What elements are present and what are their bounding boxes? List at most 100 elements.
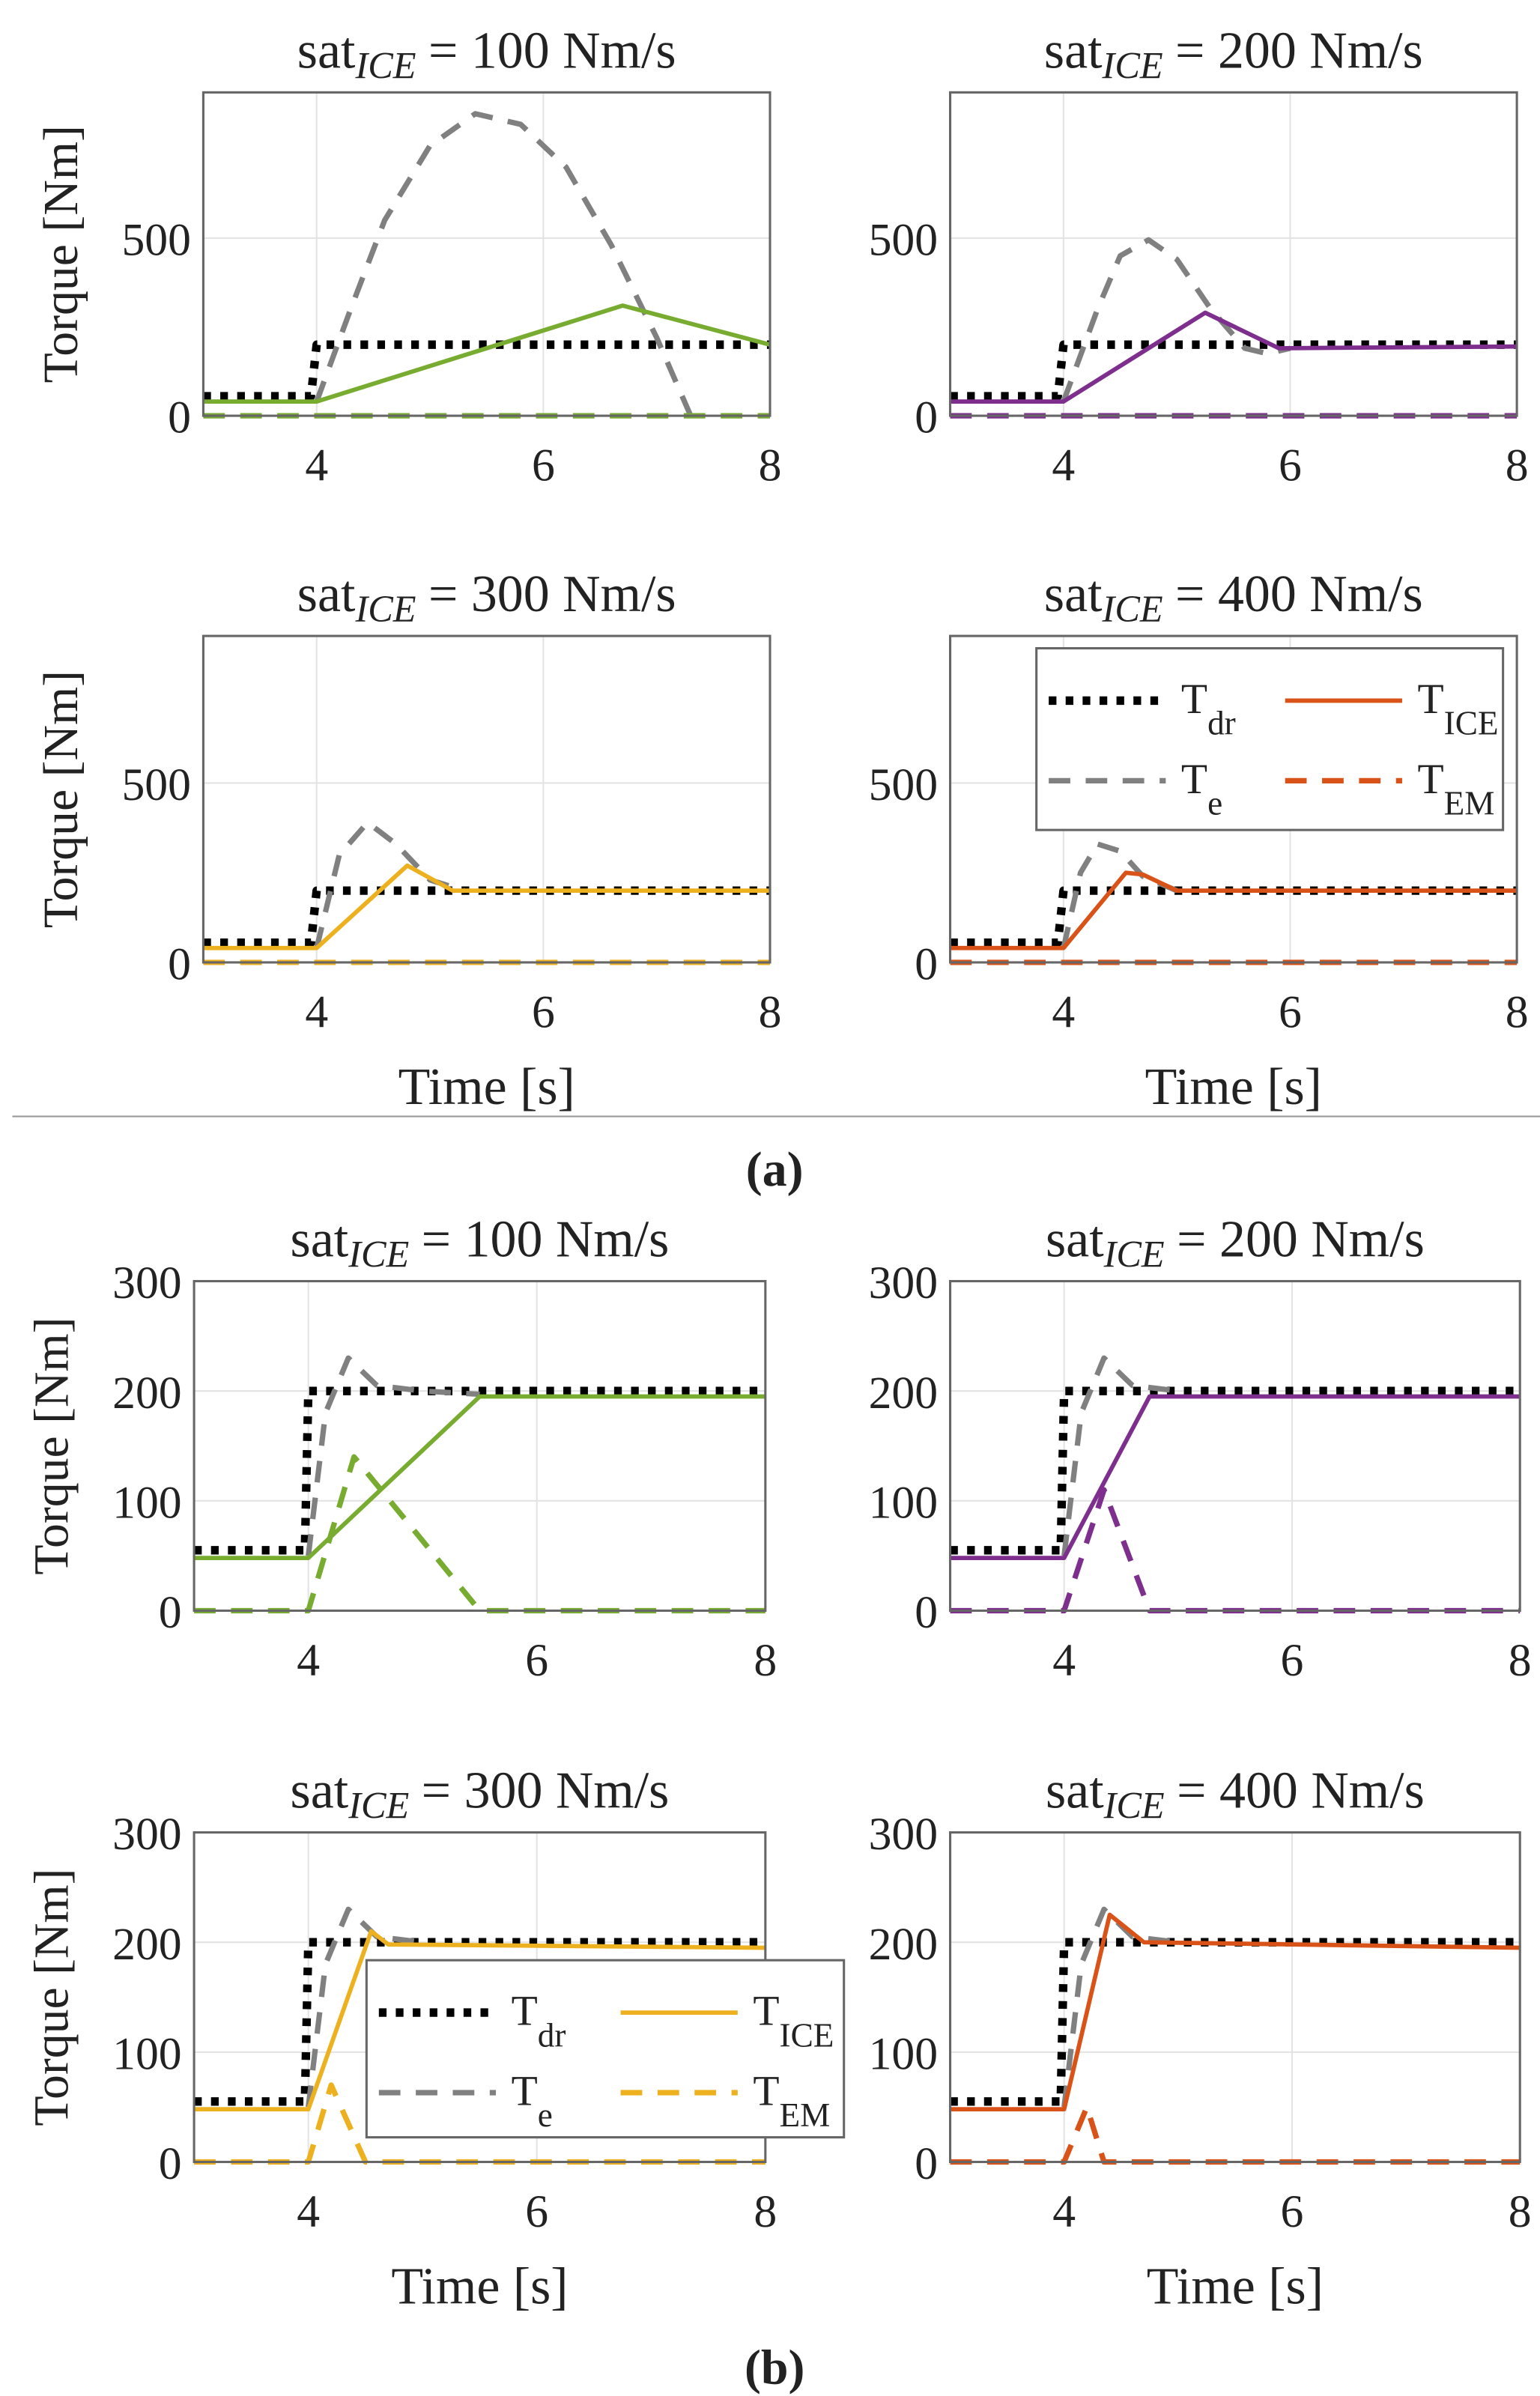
legend-label-e: Te — [1181, 756, 1222, 822]
series-t-dr — [203, 340, 770, 401]
subplot-title-main: sat — [297, 22, 356, 79]
subplot-title: satICE = 400 Nm/s — [1046, 1762, 1425, 1827]
plot-area — [950, 1832, 1521, 2162]
x-tick-label: 4 — [305, 440, 328, 491]
x-tick-label: 4 — [1052, 986, 1075, 1037]
x-tick-label: 6 — [1281, 2186, 1304, 2237]
y-tick-label: 0 — [915, 1587, 938, 1638]
legend-label-sub: dr — [1207, 705, 1236, 742]
subplot-title-main: sat — [1044, 22, 1103, 79]
x-tick-label: 8 — [759, 986, 782, 1037]
subplot-title: satICE = 100 Nm/s — [297, 22, 676, 86]
series-t-ice — [203, 863, 770, 950]
series-t-dr — [950, 886, 1518, 947]
subplot-title: satICE = 200 Nm/s — [1046, 1211, 1425, 1276]
x-axis-label: Time [s] — [1145, 1058, 1322, 1116]
subplot-title-rest: = 100 Nm/s — [428, 22, 676, 79]
y-axis-label: Torque [Nm] — [34, 670, 88, 928]
y-tick-label: 0 — [915, 2138, 938, 2189]
subplot-title-rest: = 400 Nm/s — [1175, 565, 1423, 623]
axes-frame — [948, 91, 1518, 417]
subplot-a-2: 4 6 8 0 500 satICE = 200 Nm/s — [869, 22, 1529, 491]
legend-label-em: TEM — [753, 2067, 830, 2134]
subplot-title-sub: ICE — [1102, 588, 1163, 630]
y-tick-label: 0 — [168, 392, 191, 443]
subplot-b-2: 4 6 8 0 100 200 300 satICE = 200 Nm/s — [869, 1211, 1532, 1686]
axes-frame — [948, 1831, 1521, 2164]
y-tick-label: 100 — [869, 1477, 938, 1528]
subplot-title: satICE = 300 Nm/s — [297, 565, 676, 630]
series-t-ice — [950, 870, 1518, 950]
legend-label-sub: ICE — [1444, 705, 1499, 742]
subplot-title: satICE = 300 Nm/s — [291, 1762, 670, 1827]
subplot-title-sub: ICE — [1102, 44, 1163, 86]
x-tick-label: 6 — [1279, 986, 1302, 1037]
x-tick-label: 4 — [305, 986, 328, 1037]
y-tick-label: 100 — [112, 2028, 181, 2079]
legend-label-em: TEM — [1418, 756, 1495, 822]
y-tick-label: 0 — [168, 939, 191, 990]
series-t-e — [1061, 1906, 1179, 2108]
axes-frame — [201, 634, 771, 964]
series-t-e — [306, 1906, 423, 2108]
x-tick-label: 4 — [297, 2186, 320, 2237]
x-tick-label: 8 — [1509, 1635, 1532, 1686]
y-tick-label: 0 — [159, 2138, 182, 2189]
x-axis-label: Time [s] — [391, 2258, 568, 2316]
x-tick-label: 8 — [1506, 440, 1529, 491]
legend-label-sub: e — [1207, 785, 1222, 822]
legend-label-main: T — [1418, 676, 1444, 723]
x-tick-label: 8 — [1506, 986, 1529, 1037]
series-t-dr — [950, 1386, 1521, 1555]
y-tick-label: 200 — [112, 1368, 181, 1419]
legend-label-ice: TICE — [1418, 676, 1499, 742]
x-tick-label: 4 — [1052, 440, 1075, 491]
subplot-title-main: sat — [291, 1211, 349, 1269]
y-tick-label: 300 — [112, 1809, 181, 1860]
legend-label-sub: ICE — [780, 2016, 834, 2054]
legend-label-e: Te — [512, 2067, 553, 2134]
x-tick-label: 8 — [754, 2186, 777, 2237]
axes-frame — [192, 1279, 767, 1613]
plot-area — [950, 1281, 1521, 1611]
y-axis-label: Torque [Nm] — [34, 125, 88, 383]
series-t-e — [306, 1355, 480, 1556]
subplot-title-main: sat — [297, 565, 356, 623]
subplot-title-rest: = 200 Nm/s — [1175, 22, 1423, 79]
subplot-title-rest: = 100 Nm/s — [422, 1211, 670, 1269]
subplot-title-sub: ICE — [1103, 1785, 1165, 1827]
subplot-title-rest: = 200 Nm/s — [1177, 1211, 1425, 1269]
subplot-title-rest: = 400 Nm/s — [1177, 1762, 1425, 1820]
plot-area — [950, 92, 1518, 416]
subplot-title: satICE = 200 Nm/s — [1044, 22, 1423, 86]
y-tick-label: 200 — [112, 1919, 181, 1970]
plot-area — [203, 636, 770, 962]
legend-label-sub: EM — [1444, 785, 1495, 822]
y-tick-label: 500 — [121, 214, 190, 265]
legend-label-main: T — [1181, 676, 1207, 723]
series-t-e — [1061, 1355, 1179, 1556]
series-t-dr — [950, 1938, 1521, 2106]
legend-label-ice: TICE — [753, 1988, 834, 2054]
subplot-title-main: sat — [1046, 1211, 1104, 1269]
x-tick-label: 4 — [1052, 1635, 1076, 1686]
legend-label-main: T — [1181, 756, 1207, 803]
x-axis-label: Time [s] — [1147, 2258, 1324, 2316]
axes-frame — [948, 1279, 1521, 1613]
y-tick-label: 500 — [121, 759, 190, 810]
subplot-title-sub: ICE — [354, 588, 416, 630]
y-tick-label: 500 — [869, 214, 938, 265]
series-t-ice — [194, 1394, 766, 1560]
subplot-title-sub: ICE — [354, 44, 416, 86]
series-t-ice — [203, 303, 771, 404]
subplot-b-1: 4 6 8 0 100 200 300 satICE = 100 Nm/s Torque [Nm] — [25, 1211, 777, 1686]
series-t-e — [1061, 237, 1291, 403]
x-tick-label: 8 — [759, 440, 782, 491]
series-t-e — [1061, 841, 1178, 949]
x-axis-label: Time [s] — [398, 1058, 575, 1116]
series-t-ice — [194, 1929, 766, 2111]
legend-label-main: T — [753, 1988, 779, 2035]
subplot-a-1: 4 6 8 0 500 satICE = 100 Nm/s Torque [Nm] — [34, 22, 782, 491]
